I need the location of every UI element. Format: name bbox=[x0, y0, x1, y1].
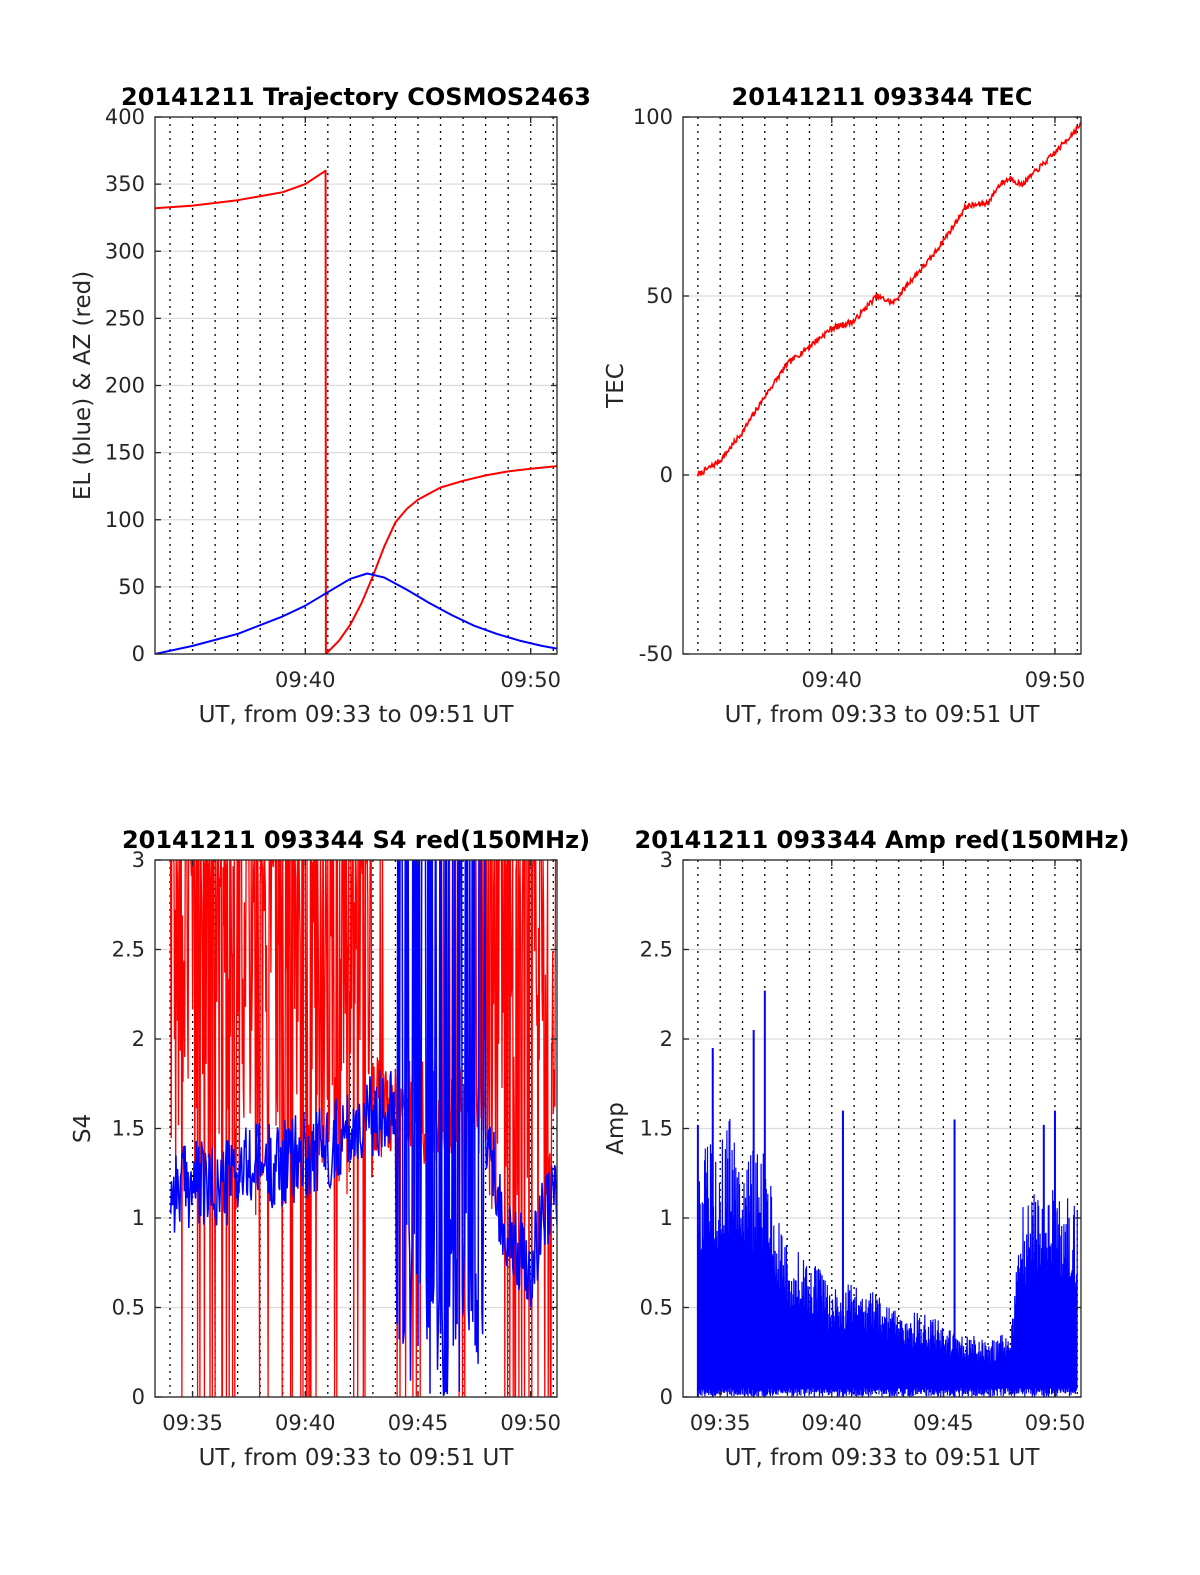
y-tick-label: 3 bbox=[660, 848, 673, 872]
panel-amp: 0 0.5 1 1.5 2 2.5 3 09:35 09:40 09:45 09:50 UT, fro… bbox=[603, 826, 1129, 1471]
trajectory-y-axis-label: EL (blue) & AZ (red) bbox=[70, 271, 96, 500]
amp-title: 20141211 093344 Amp red(150MHz) bbox=[635, 826, 1130, 854]
x-tick-label: 09:45 bbox=[913, 1411, 974, 1435]
y-tick-label: 2.5 bbox=[112, 938, 145, 962]
s4-blue-trace bbox=[169, 860, 557, 1396]
amp-blue-trace bbox=[697, 1118, 1078, 1397]
y-tick-label: 250 bbox=[105, 306, 145, 330]
y-tick-label: 1.5 bbox=[112, 1117, 145, 1141]
tec-x-axis-label: UT, from 09:33 to 09:51 UT bbox=[725, 702, 1041, 728]
x-tick-label: 09:40 bbox=[802, 1411, 863, 1435]
panel-trajectory: 0 50 100 150 200 250 300 350 400 09:40 09:50 UT, fr… bbox=[70, 83, 591, 728]
s4-red-trace bbox=[169, 860, 557, 1397]
y-tick-label: 2 bbox=[660, 1027, 673, 1051]
y-tick-label: 400 bbox=[105, 105, 145, 129]
y-tick-label: 200 bbox=[105, 374, 145, 398]
y-tick-label: 100 bbox=[105, 508, 145, 532]
y-tick-label: 1 bbox=[132, 1206, 145, 1230]
s4-title: 20141211 093344 S4 red(150MHz) bbox=[122, 826, 590, 854]
s4-plot-area bbox=[169, 860, 557, 1397]
y-tick-label: 100 bbox=[633, 105, 673, 129]
series-blue-line bbox=[155, 572, 557, 654]
panel-s4: 0 0.5 1 1.5 2 2.5 3 09:35 09:40 09:45 09:50 UT, fro… bbox=[70, 826, 590, 1471]
y-tick-label: 0.5 bbox=[112, 1296, 145, 1320]
x-tick-label: 09:35 bbox=[162, 1411, 223, 1435]
tec-axes-frame bbox=[682, 116, 1082, 655]
y-tick-label: 0 bbox=[132, 1385, 145, 1409]
y-tick-label: 0.5 bbox=[640, 1296, 673, 1320]
x-tick-label: 09:40 bbox=[802, 668, 863, 692]
y-tick-label: 1 bbox=[660, 1206, 673, 1230]
amp-plot-area bbox=[696, 990, 1078, 1397]
y-tick-label: 2.5 bbox=[640, 938, 673, 962]
x-tick-label: 09:45 bbox=[388, 1411, 449, 1435]
trajectory-plot-area bbox=[155, 169, 557, 654]
tec-plot-area bbox=[697, 121, 1081, 477]
x-tick-label: 09:40 bbox=[275, 1411, 336, 1435]
y-tick-label: -50 bbox=[639, 642, 673, 666]
y-tick-label: 0 bbox=[660, 1385, 673, 1409]
tec-y-axis-label: TEC bbox=[603, 363, 629, 409]
y-tick-label: 0 bbox=[132, 642, 145, 666]
x-tick-label: 09:40 bbox=[275, 668, 336, 692]
y-tick-label: 50 bbox=[646, 284, 673, 308]
amp-x-axis-label: UT, from 09:33 to 09:51 UT bbox=[725, 1445, 1041, 1471]
x-tick-label: 09:50 bbox=[500, 668, 561, 692]
x-tick-label: 09:50 bbox=[1025, 1411, 1086, 1435]
tec-line bbox=[697, 121, 1081, 477]
y-tick-label: 3 bbox=[132, 848, 145, 872]
x-tick-label: 09:50 bbox=[500, 1411, 561, 1435]
trajectory-x-axis-label: UT, from 09:33 to 09:51 UT bbox=[199, 702, 515, 728]
y-tick-label: 2 bbox=[132, 1027, 145, 1051]
y-tick-label: 50 bbox=[118, 575, 145, 599]
tec-title: 20141211 093344 TEC bbox=[732, 83, 1033, 111]
amp-y-axis-label: Amp bbox=[603, 1102, 629, 1155]
x-tick-label: 09:35 bbox=[690, 1411, 751, 1435]
y-tick-label: 350 bbox=[105, 172, 145, 196]
s4-y-axis-label: S4 bbox=[70, 1114, 96, 1143]
tec-axes-background bbox=[683, 117, 1081, 654]
series-red-line bbox=[155, 169, 557, 654]
y-tick-label: 300 bbox=[105, 239, 145, 263]
y-tick-label: 150 bbox=[105, 441, 145, 465]
x-tick-label: 09:50 bbox=[1025, 668, 1086, 692]
y-tick-label: 0 bbox=[660, 463, 673, 487]
trajectory-title: 20141211 Trajectory COSMOS2463 bbox=[121, 83, 591, 111]
s4-x-axis-label: UT, from 09:33 to 09:51 UT bbox=[199, 1445, 515, 1471]
panel-tec: -50 0 50 100 09:40 09:50 UT, from 09:33 to 09:… bbox=[603, 83, 1085, 728]
y-tick-label: 1.5 bbox=[640, 1117, 673, 1141]
